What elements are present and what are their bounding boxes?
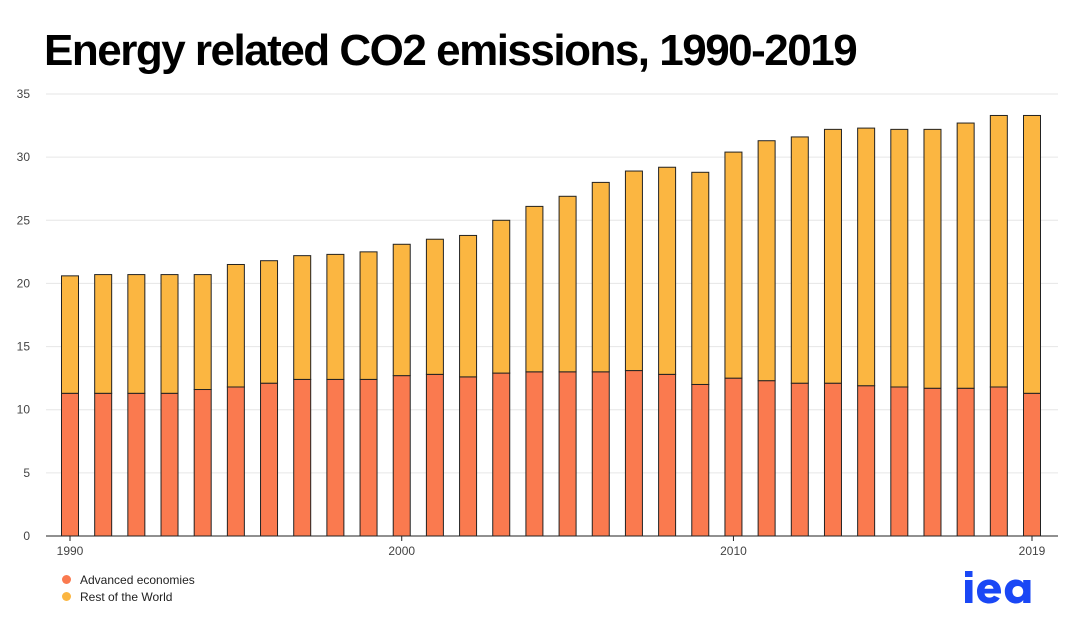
bar-segment-rest-of-the-world-2004[interactable]: [525, 205, 544, 373]
bar-segment-advanced-economies-2001[interactable]: [425, 373, 444, 537]
bar-segment-rest-of-the-world-2001[interactable]: [425, 238, 444, 375]
bar-segment-advanced-economies-2013[interactable]: [823, 382, 842, 537]
bar-segment-rest-of-the-world-2002[interactable]: [459, 234, 478, 378]
bar-segment-advanced-economies-2007[interactable]: [624, 370, 643, 537]
y-tick-label: 5: [23, 466, 30, 480]
bar-segment-rest-of-the-world-2008[interactable]: [658, 166, 677, 375]
y-tick-label: 0: [23, 529, 30, 543]
bar-segment-rest-of-the-world-2000[interactable]: [392, 243, 411, 377]
legend-label-rest-of-the-world: Rest of the World: [80, 589, 173, 604]
bar-segment-rest-of-the-world-2006[interactable]: [591, 181, 610, 373]
bar-segment-advanced-economies-1993[interactable]: [160, 392, 179, 537]
bar-segment-advanced-economies-2018[interactable]: [989, 386, 1008, 537]
bars: [61, 114, 1041, 537]
bar-segment-rest-of-the-world-2018[interactable]: [989, 114, 1008, 388]
iea-logo-e: [977, 579, 1001, 604]
grid-lines: [46, 93, 1058, 474]
bar-segment-rest-of-the-world-1998[interactable]: [326, 253, 345, 380]
iea-logo: [965, 571, 1031, 604]
x-tick-label: 2019: [1019, 544, 1046, 558]
bar-segment-advanced-economies-1994[interactable]: [193, 389, 212, 537]
bar-segment-rest-of-the-world-2005[interactable]: [558, 195, 577, 373]
legend-item-advanced-economies[interactable]: Advanced economies: [62, 571, 195, 588]
bar-segment-rest-of-the-world-2017[interactable]: [956, 122, 975, 389]
bar-segment-rest-of-the-world-2011[interactable]: [757, 140, 776, 382]
bar-segment-advanced-economies-2016[interactable]: [923, 387, 942, 537]
legend-item-rest-of-the-world[interactable]: Rest of the World: [62, 588, 195, 605]
y-tick-label: 15: [17, 340, 31, 354]
bar-segment-advanced-economies-2015[interactable]: [890, 386, 909, 537]
y-tick-label: 30: [17, 150, 31, 164]
bar-segment-advanced-economies-1995[interactable]: [226, 386, 245, 537]
bar-segment-rest-of-the-world-1993[interactable]: [160, 274, 179, 394]
bar-segment-rest-of-the-world-1999[interactable]: [359, 251, 378, 380]
bar-segment-rest-of-the-world-1991[interactable]: [94, 274, 113, 394]
legend: Advanced economies Rest of the World: [62, 571, 195, 605]
bar-segment-rest-of-the-world-2012[interactable]: [790, 136, 809, 384]
y-tick-label: 20: [17, 276, 31, 290]
bar-segment-advanced-economies-1998[interactable]: [326, 378, 345, 537]
bar-segment-rest-of-the-world-1990[interactable]: [61, 275, 79, 394]
y-tick-label: 35: [17, 87, 31, 101]
bar-segment-rest-of-the-world-1995[interactable]: [226, 263, 245, 388]
bar-segment-advanced-economies-2002[interactable]: [459, 376, 478, 537]
bar-segment-advanced-economies-2004[interactable]: [525, 371, 544, 537]
bar-segment-advanced-economies-2012[interactable]: [790, 382, 809, 537]
y-tick-label: 10: [17, 403, 31, 417]
bar-segment-rest-of-the-world-2019[interactable]: [1023, 114, 1041, 394]
bar-segment-rest-of-the-world-2016[interactable]: [923, 128, 942, 389]
x-tick-label: 2010: [720, 544, 747, 558]
y-tick-label: 25: [17, 213, 31, 227]
bar-segment-advanced-economies-2010[interactable]: [724, 377, 743, 537]
bar-segment-rest-of-the-world-2003[interactable]: [492, 219, 511, 374]
x-tick-label: 2000: [388, 544, 415, 558]
bar-segment-rest-of-the-world-2009[interactable]: [691, 171, 710, 385]
legend-swatch-rest-of-the-world: [62, 592, 71, 601]
bar-segment-rest-of-the-world-2013[interactable]: [823, 128, 842, 384]
bar-segment-advanced-economies-2005[interactable]: [558, 371, 577, 537]
bar-segment-advanced-economies-2017[interactable]: [956, 387, 975, 537]
bar-segment-advanced-economies-1996[interactable]: [260, 382, 279, 537]
bar-segment-rest-of-the-world-1997[interactable]: [293, 255, 312, 380]
bar-segment-rest-of-the-world-2015[interactable]: [890, 128, 909, 388]
bar-segment-advanced-economies-2000[interactable]: [392, 375, 411, 537]
bar-segment-rest-of-the-world-2010[interactable]: [724, 151, 743, 379]
y-axis-ticks: 0 5 10 15 20 25 30 35: [17, 87, 31, 543]
bar-segment-advanced-economies-1992[interactable]: [127, 392, 146, 537]
bar-segment-advanced-economies-2006[interactable]: [591, 371, 610, 537]
bar-segment-rest-of-the-world-1996[interactable]: [260, 260, 279, 384]
bar-segment-rest-of-the-world-2007[interactable]: [624, 170, 643, 372]
bar-segment-rest-of-the-world-2014[interactable]: [857, 127, 876, 387]
bar-segment-advanced-economies-2011[interactable]: [757, 380, 776, 537]
bar-segment-advanced-economies-2009[interactable]: [691, 383, 710, 537]
x-tick-label: 1990: [57, 544, 84, 558]
bar-segment-advanced-economies-2014[interactable]: [857, 385, 876, 537]
bar-segment-advanced-economies-2019[interactable]: [1023, 392, 1041, 537]
bar-segment-advanced-economies-2003[interactable]: [492, 372, 511, 537]
iea-logo-a: [1004, 579, 1031, 604]
iea-logo-i: [965, 580, 973, 603]
x-axis-ticks: 1990 2000 2010 2019: [57, 536, 1046, 558]
legend-label-advanced-economies: Advanced economies: [80, 572, 195, 587]
bar-segment-advanced-economies-2008[interactable]: [658, 373, 677, 537]
bar-segment-rest-of-the-world-1992[interactable]: [127, 274, 146, 394]
bar-segment-advanced-economies-1999[interactable]: [359, 378, 378, 537]
bar-segment-advanced-economies-1997[interactable]: [293, 378, 312, 537]
chart-title: Energy related CO2 emissions, 1990-2019: [44, 26, 858, 75]
iea-logo-i-dot: [965, 571, 973, 577]
bar-segment-advanced-economies-1991[interactable]: [94, 392, 113, 537]
bar-segment-advanced-economies-1990[interactable]: [61, 392, 79, 537]
legend-swatch-advanced-economies: [62, 575, 71, 584]
bar-segment-rest-of-the-world-1994[interactable]: [193, 274, 212, 391]
